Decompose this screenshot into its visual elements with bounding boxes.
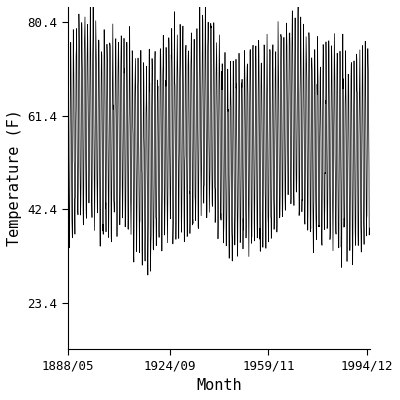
Y-axis label: Temperature (F): Temperature (F) <box>7 110 22 246</box>
X-axis label: Month: Month <box>196 378 242 393</box>
